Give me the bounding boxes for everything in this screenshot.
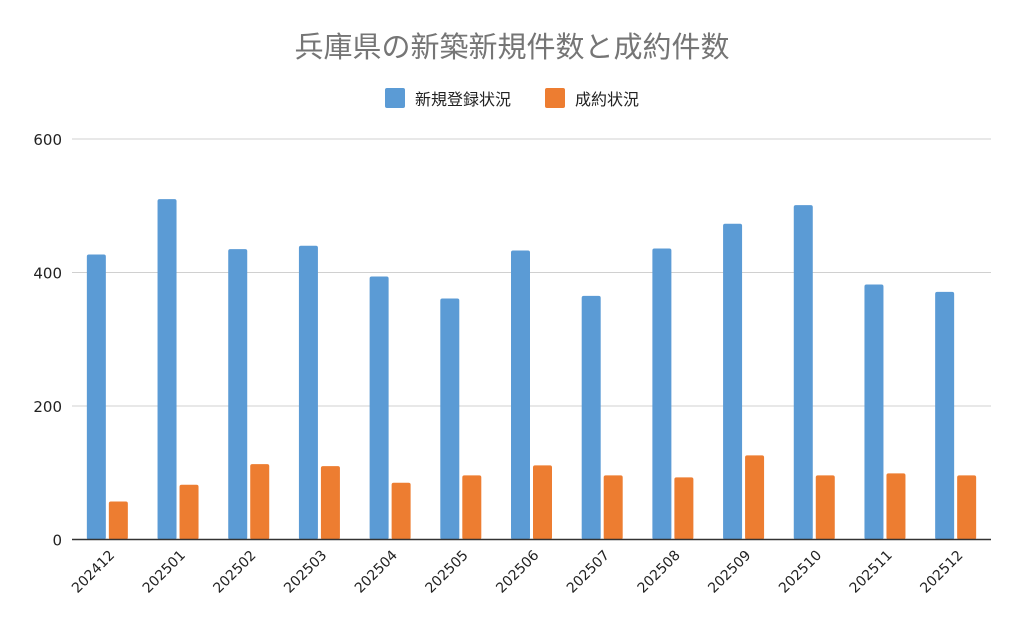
legend-item-contracts: 成約状況 — [545, 86, 639, 110]
bar-new-registrations — [793, 205, 813, 540]
bar-contracts — [745, 455, 765, 540]
bar-contracts — [815, 475, 835, 540]
x-tick-label: 202504 — [352, 547, 401, 596]
bar-contracts — [462, 475, 482, 540]
y-tick-label: 600 — [33, 131, 62, 149]
bar-contracts — [603, 475, 623, 540]
bar-new-registrations — [864, 284, 884, 540]
bar-new-registrations — [440, 298, 460, 540]
x-tick-label: 202501 — [140, 548, 189, 597]
legend: 新規登録状況 成約状況 — [0, 86, 1024, 110]
legend-swatch-orange — [545, 88, 565, 108]
bar-new-registrations — [581, 295, 601, 540]
x-tick-label: 202507 — [564, 548, 613, 597]
bar-new-registrations — [723, 223, 743, 540]
bar-new-registrations — [86, 254, 106, 540]
y-tick-label: 400 — [33, 265, 62, 283]
bar-contracts — [391, 482, 411, 540]
bar-new-registrations — [652, 248, 672, 540]
legend-item-new-registrations: 新規登録状況 — [384, 86, 511, 110]
bar-contracts — [108, 501, 128, 540]
x-tick-label: 202412 — [69, 548, 118, 597]
x-tick-label: 202508 — [635, 548, 684, 597]
y-tick-label: 200 — [33, 398, 62, 416]
x-tick-label: 202506 — [493, 547, 542, 596]
bar-contracts — [886, 473, 906, 540]
legend-label: 新規登録状況 — [414, 90, 511, 109]
bar-contracts — [250, 464, 270, 540]
legend-swatch-blue — [384, 88, 405, 108]
bar-new-registrations — [157, 199, 177, 540]
x-tick-label: 202502 — [210, 548, 259, 597]
x-tick-label: 202510 — [776, 548, 825, 597]
bar-contracts — [674, 477, 694, 540]
legend-label: 成約状況 — [575, 90, 640, 109]
y-tick-label: 0 — [52, 532, 62, 550]
chart-title: 兵庫県の新築新規件数と成約件数 — [294, 30, 730, 64]
bar-contracts — [957, 475, 977, 540]
bar-new-registrations — [935, 291, 955, 540]
bar-new-registrations — [511, 250, 530, 540]
x-tick-label: 202509 — [705, 548, 754, 597]
x-tick-label: 202505 — [423, 548, 472, 597]
bar-new-registrations — [298, 245, 318, 540]
bar-contracts — [320, 466, 340, 540]
bar-contracts — [179, 484, 199, 540]
bar-contracts — [533, 465, 552, 540]
x-tick-label: 202512 — [917, 548, 966, 597]
x-tick-label: 202511 — [847, 548, 896, 597]
bar-new-registrations — [369, 276, 389, 540]
bar-new-registrations — [228, 249, 248, 540]
x-tick-label: 202503 — [281, 548, 330, 597]
